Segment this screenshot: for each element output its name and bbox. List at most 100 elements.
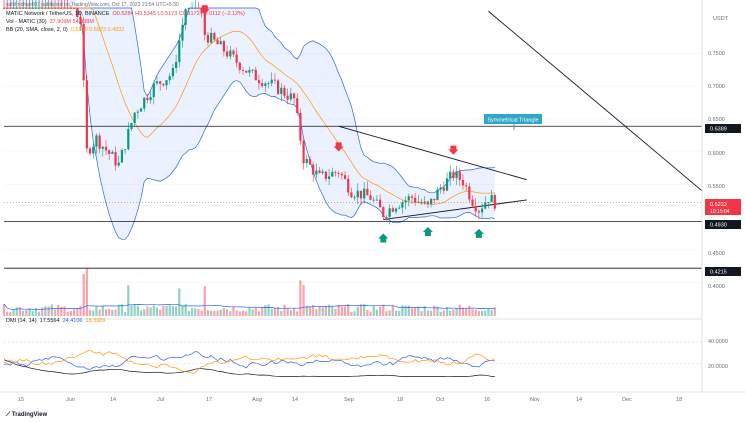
volume-bar <box>229 311 232 316</box>
buy-arrow-icon <box>473 228 484 238</box>
candle-body <box>206 34 210 43</box>
volume-bar <box>155 307 159 316</box>
candle-body <box>449 171 452 179</box>
candle-body <box>436 189 439 201</box>
candle-body <box>490 195 493 203</box>
candle-body <box>283 87 286 96</box>
candle-body <box>315 170 318 175</box>
buy-arrow-icon <box>378 233 389 243</box>
volume-bar <box>9 311 12 316</box>
svg-text:0.6389: 0.6389 <box>710 127 727 133</box>
candle-body <box>439 187 442 190</box>
volume-bar <box>461 307 465 316</box>
volume-bar <box>238 311 241 316</box>
candle-body <box>149 97 152 101</box>
volume-bar <box>88 310 92 316</box>
dmi-label: DMI (14, 14) <box>6 318 37 324</box>
volume-bar <box>417 306 420 316</box>
candle-body <box>187 8 190 10</box>
time-tick: Aug <box>252 397 262 403</box>
volume-bar <box>296 311 299 316</box>
bb-header[interactable]: BB (20, SMA, close, 2, 0) 0.5510 0.5973 … <box>6 27 124 34</box>
candles[interactable] <box>2 0 496 225</box>
volume-bar <box>289 310 292 316</box>
dmi-tick: 40.0000 <box>708 339 728 345</box>
volume-bar <box>111 310 114 316</box>
price-tick: 0.7500 <box>708 51 725 57</box>
candle-body <box>356 190 359 198</box>
volume-bar <box>401 305 404 316</box>
candle-body <box>133 112 136 123</box>
candle-body <box>155 81 159 84</box>
candle-body <box>273 79 277 81</box>
volume-bar <box>82 273 85 316</box>
candle-body <box>407 196 410 201</box>
candle-body <box>375 199 379 201</box>
candle-body <box>175 61 178 68</box>
time-tick: 14 <box>292 397 298 403</box>
volume-bar <box>343 306 347 316</box>
candle-body <box>493 195 496 209</box>
volume-bar <box>385 311 388 316</box>
candle-body <box>222 41 226 52</box>
volume-bar <box>22 311 25 316</box>
candle-body <box>194 8 197 9</box>
sell-arrow-icon <box>333 142 344 152</box>
candle-body <box>85 80 88 149</box>
volume-bar <box>190 308 194 316</box>
volume-bar <box>407 305 410 316</box>
volume-bar <box>477 311 480 316</box>
volume-bar <box>15 307 18 316</box>
volume-bar <box>468 305 471 316</box>
volume-bar <box>283 304 286 316</box>
candle-body <box>340 173 343 176</box>
volume-bar <box>398 311 401 316</box>
volume-bar <box>366 309 369 316</box>
volume-bar <box>98 309 101 316</box>
candle-body <box>452 171 455 179</box>
dmi-header[interactable]: DMI (14, 14) 17.5564 24.4106 18.3989 <box>6 318 105 325</box>
volume-bar <box>104 309 108 316</box>
candle-body <box>270 79 273 84</box>
volume-bar <box>222 308 226 316</box>
volume-bar <box>372 305 375 316</box>
svg-text:0.5223: 0.5223 <box>710 202 727 208</box>
buy-arrow-icon <box>422 226 433 236</box>
volume-bar <box>127 285 130 316</box>
candle-body <box>60 8 63 9</box>
candle-body <box>88 148 92 154</box>
trendlines <box>338 10 703 220</box>
volume-bar <box>458 304 461 316</box>
volume-bar <box>2 304 6 316</box>
candle-body <box>241 70 245 71</box>
time-tick: 15 <box>18 397 24 403</box>
candle-body <box>18 8 22 9</box>
volume-header[interactable]: Vol · MATIC (30) 37.909M 54.338M <box>6 19 94 26</box>
tradingview-logo[interactable]: ⟋ TradingView <box>6 412 48 418</box>
candle-body <box>235 54 238 63</box>
triangle-lower <box>383 199 527 220</box>
candle-body <box>41 8 44 9</box>
time-tick: Dec <box>622 397 632 403</box>
candle-body <box>292 93 296 99</box>
candle-body <box>37 8 41 9</box>
volume-bar <box>232 306 235 316</box>
volume-bar <box>420 311 423 316</box>
annotation-callout[interactable]: Symmetrical Triangle <box>484 114 542 130</box>
volume-bar <box>194 308 197 316</box>
candle-body <box>146 97 149 101</box>
volume-bar <box>445 307 449 316</box>
volume-bar <box>455 308 458 316</box>
volume-bar <box>334 308 337 316</box>
volume-bar <box>337 305 340 316</box>
volume-bar <box>312 305 315 316</box>
symbol-header[interactable]: MATIC Network / TetherUS, 1D, BINANCE O0… <box>6 11 245 18</box>
volume-bar <box>53 309 57 316</box>
candle-body <box>429 198 433 205</box>
candle-body <box>57 8 60 9</box>
time-tick: Sep <box>344 397 354 403</box>
candle-body <box>404 200 407 203</box>
bb-lower <box>4 7 495 240</box>
